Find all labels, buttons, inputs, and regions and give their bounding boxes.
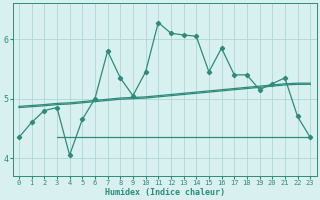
X-axis label: Humidex (Indice chaleur): Humidex (Indice chaleur) bbox=[105, 188, 225, 197]
